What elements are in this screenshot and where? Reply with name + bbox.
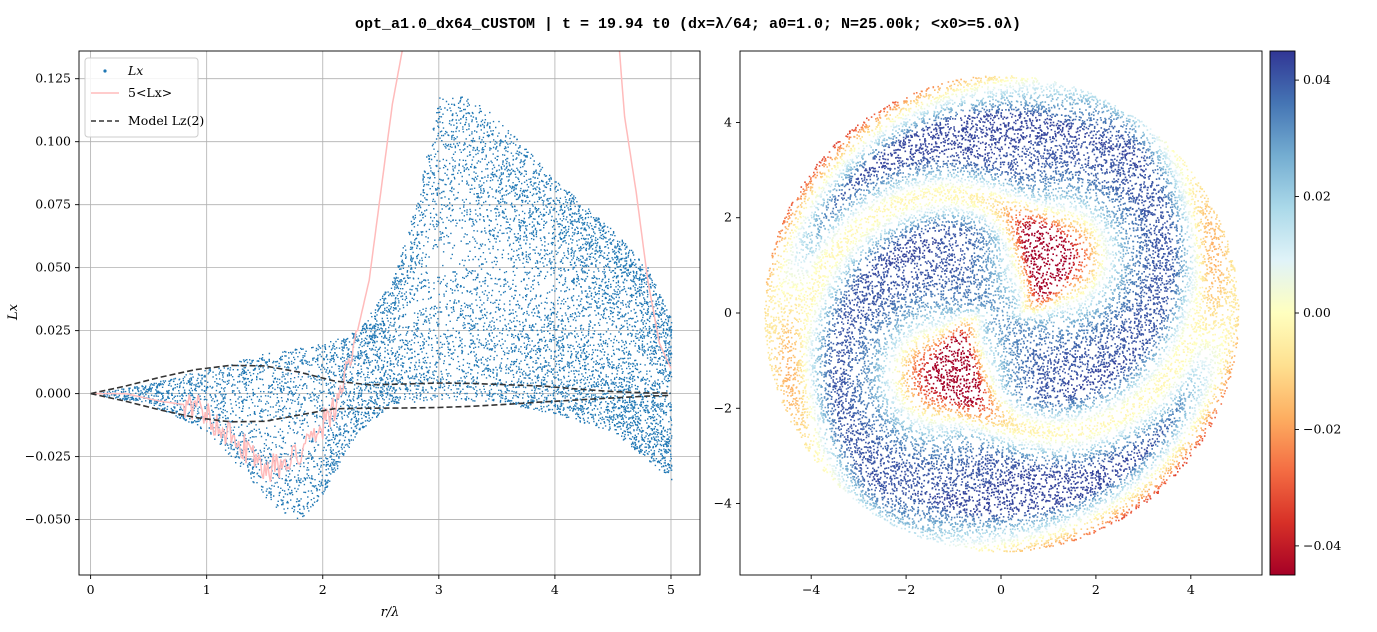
disk-scatter-mark (823, 106, 1180, 522)
right-x-tick-label: 2 (1092, 582, 1100, 597)
left-x-axis-label: r/λ (381, 605, 400, 620)
legend-marker-lx (103, 69, 107, 73)
right-y-tick-label: 4 (724, 114, 732, 129)
right-y-tick-label: −2 (714, 400, 732, 415)
disk-scatter-mark (827, 109, 1176, 519)
colorbar-tick-label: −0.02 (1303, 421, 1341, 436)
model-line-negative (90, 392, 672, 423)
disk-scatter-mark (823, 103, 1182, 524)
colorbar: 0.04 0.02 0.00 −0.02 −0.04 (1269, 50, 1341, 576)
right-x-tick-label: −2 (897, 582, 915, 597)
left-x-tick-label: 5 (667, 582, 675, 597)
left-y-tick-label: 0.000 (35, 386, 71, 401)
legend: Lx 5<Lx> Model Lz(2) (84, 57, 204, 138)
left-y-tick-label: 0.125 (35, 71, 71, 86)
disk-scatter-mark (855, 113, 1153, 515)
left-x-tick-label: 3 (435, 582, 443, 597)
left-x-tick-label: 4 (551, 582, 559, 597)
colorbar-gradient (1270, 51, 1295, 575)
left-ticks: 0 1 2 3 4 5 −0.050 −0.025 0.000 0.025 0.050 0.075 0.… (25, 71, 675, 597)
right-scatter-points (764, 75, 1240, 553)
left-x-tick-label: 2 (319, 582, 327, 597)
model-line-positive (90, 364, 672, 395)
left-y-tick-label: 0.050 (35, 260, 71, 275)
five-lx-line (90, 51, 672, 482)
legend-label-lx: Lx (127, 63, 143, 78)
left-y-tick-label: 0.100 (35, 134, 71, 149)
right-y-tick-label: −4 (714, 496, 732, 511)
right-x-tick-label: 4 (1187, 582, 1195, 597)
right-axes: −4 −2 0 2 4 −4 −2 0 2 4 (714, 50, 1263, 597)
left-x-tick-label: 0 (87, 582, 95, 597)
left-y-tick-label: −0.025 (25, 449, 71, 464)
left-y-axis-label: Lx (6, 303, 21, 321)
right-x-tick-label: 0 (997, 582, 1005, 597)
right-y-tick-label: 0 (724, 305, 732, 320)
legend-box (84, 57, 199, 138)
left-lines (90, 51, 672, 482)
left-y-tick-label: −0.050 (25, 512, 71, 527)
right-x-tick-label: −4 (802, 582, 820, 597)
right-y-tick-label: 2 (724, 210, 732, 225)
colorbar-tick-label: −0.04 (1303, 538, 1341, 553)
figure-title: opt_a1.0_dx64_CUSTOM | t = 19.94 t0 (dx=… (355, 16, 1021, 33)
colorbar-tick-label: 0.00 (1303, 305, 1331, 320)
left-axes: 0 1 2 3 4 5 −0.050 −0.025 0.000 0.025 0.050 0.075 0.… (6, 50, 701, 620)
right-ticks: −4 −2 0 2 4 −4 −2 0 2 4 (714, 114, 1195, 597)
left-y-tick-label: 0.075 (35, 197, 71, 212)
legend-label-5lx: 5<Lx> (128, 85, 172, 100)
colorbar-tick-label: 0.04 (1303, 72, 1331, 87)
legend-label-model: Model Lz(2) (128, 113, 204, 128)
left-y-tick-label: 0.025 (35, 323, 71, 338)
left-axes-frame (78, 50, 701, 576)
left-x-tick-label: 1 (203, 582, 211, 597)
colorbar-ticks: 0.04 0.02 0.00 −0.02 −0.04 (1295, 72, 1341, 553)
colorbar-tick-label: 0.02 (1303, 189, 1331, 204)
